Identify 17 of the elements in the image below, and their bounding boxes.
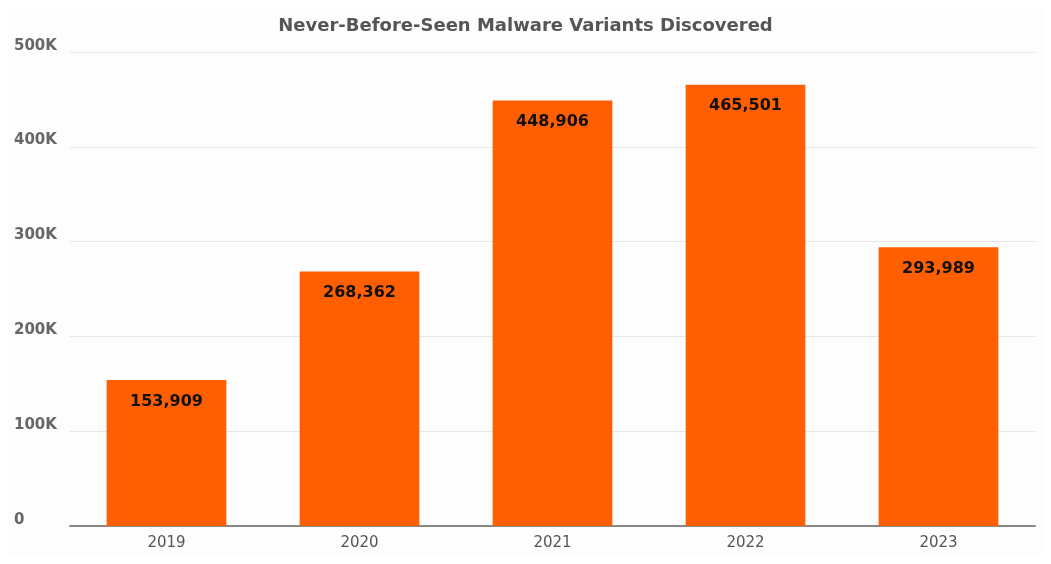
y-tick-label: 300K xyxy=(14,225,59,244)
chart-title: Never-Before-Seen Malware Variants Discovered xyxy=(278,13,773,35)
data-label: 268,362 xyxy=(323,282,396,302)
x-tick-label: 2019 xyxy=(147,532,186,551)
x-tick-label: 2023 xyxy=(919,532,958,551)
data-label: 153,909 xyxy=(130,390,203,410)
x-tick-label: 2022 xyxy=(726,532,765,551)
y-tick-label: 0 xyxy=(14,509,25,528)
data-label: 293,989 xyxy=(902,257,975,277)
y-tick-label: 500K xyxy=(14,35,59,54)
data-label: 448,906 xyxy=(516,110,589,130)
y-tick-label: 100K xyxy=(14,414,59,433)
y-tick-label: 200K xyxy=(14,319,59,338)
y-tick-label: 400K xyxy=(14,130,59,149)
data-label: 465,501 xyxy=(709,95,782,115)
x-tick-label: 2021 xyxy=(533,532,572,551)
x-tick-label: 2020 xyxy=(340,532,379,551)
